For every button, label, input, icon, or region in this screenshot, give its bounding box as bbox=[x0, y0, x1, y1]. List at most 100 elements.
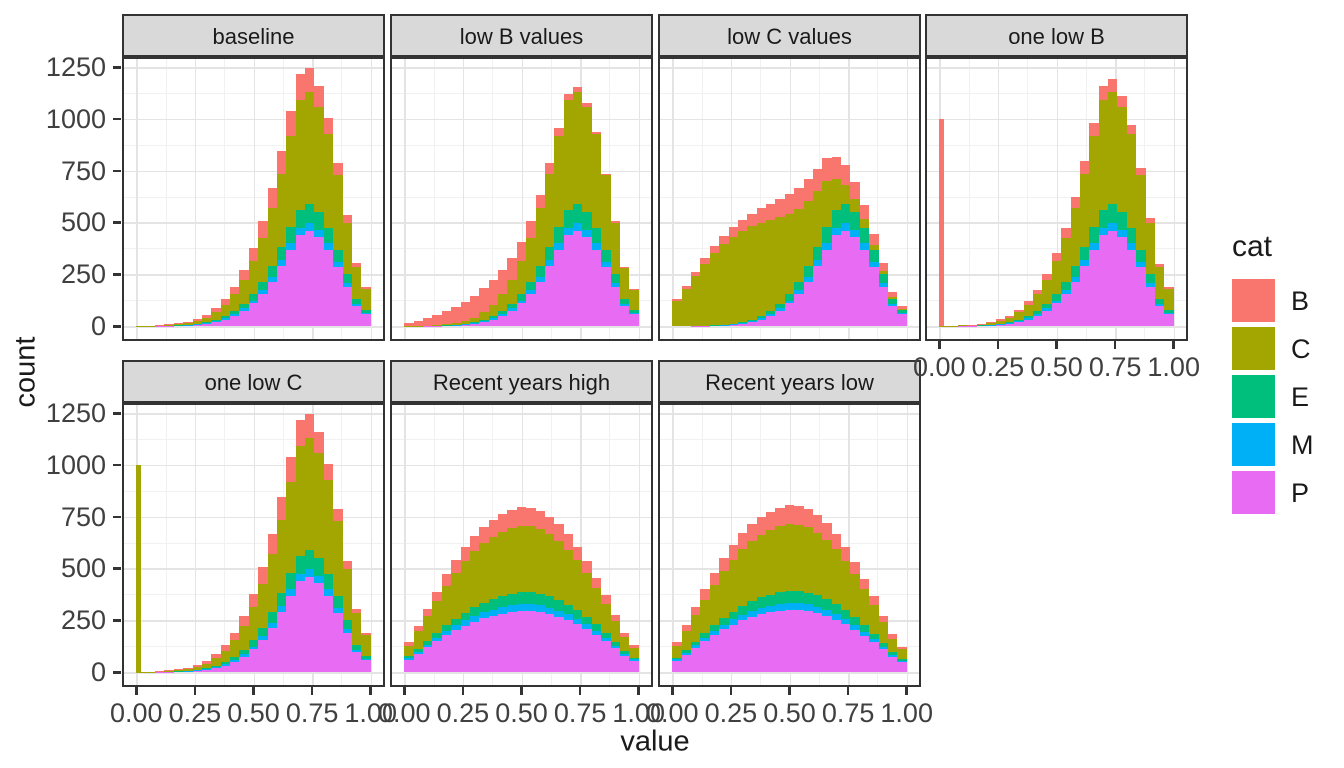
bar-segment-E bbox=[239, 649, 249, 655]
bar-segment-P bbox=[1061, 293, 1071, 327]
bar-segment-M bbox=[323, 588, 334, 596]
bar-segment-B bbox=[822, 523, 832, 540]
bar-segment-C bbox=[1061, 237, 1071, 283]
bar-segment-E bbox=[314, 212, 324, 230]
bar-segment-E bbox=[803, 265, 813, 277]
x-axis-tick bbox=[938, 341, 941, 349]
gridline-minor-x bbox=[760, 57, 762, 341]
bar-segment-E bbox=[672, 657, 682, 660]
bar-segment-P bbox=[737, 323, 748, 327]
bar-segment-C bbox=[794, 208, 804, 283]
facet-strip: one low C bbox=[122, 360, 385, 403]
bar-segment-B bbox=[441, 574, 452, 587]
bar-segment-P bbox=[747, 616, 757, 673]
bar-segment-C bbox=[601, 603, 611, 633]
bar-segment-C bbox=[535, 528, 545, 594]
bar-segment-C bbox=[619, 267, 630, 299]
bar-segment-P bbox=[850, 629, 860, 673]
bar-segment-C bbox=[544, 534, 555, 597]
bar-segment-B bbox=[756, 516, 767, 535]
y-tick-label: 750 bbox=[60, 501, 106, 532]
bar-segment-P bbox=[267, 281, 277, 327]
bar-segment-C bbox=[775, 525, 785, 593]
bar-segment-B bbox=[1117, 95, 1127, 107]
x-axis-tick bbox=[671, 687, 674, 695]
gridline-minor-x bbox=[492, 57, 494, 341]
bar-segment-M bbox=[869, 638, 879, 643]
bar-segment-B bbox=[488, 279, 499, 305]
bar-segment-E bbox=[554, 599, 564, 611]
bar-segment-C bbox=[507, 528, 517, 594]
bar-segment-C bbox=[145, 671, 156, 673]
bar-segment-E bbox=[220, 315, 231, 319]
bar-segment-E bbox=[201, 667, 212, 670]
bar-segment-B bbox=[173, 323, 184, 325]
bar-segment-M bbox=[601, 637, 611, 642]
bar-segment-B bbox=[469, 535, 480, 552]
bar-segment-B bbox=[812, 515, 823, 533]
bar-segment-M bbox=[869, 261, 879, 268]
bar-segment-P bbox=[1070, 281, 1080, 327]
y-axis-tick bbox=[113, 515, 121, 519]
bar-segment-B bbox=[610, 615, 620, 622]
gridline-major-x bbox=[194, 57, 197, 341]
bar-segment-C bbox=[869, 244, 879, 250]
bar-segment-E bbox=[887, 298, 898, 304]
bar-segment-B bbox=[1145, 217, 1155, 223]
bar-segment-P bbox=[267, 627, 277, 673]
bar-segment-C bbox=[276, 519, 287, 594]
bar-segment-B bbox=[859, 578, 870, 589]
bar-segment-E bbox=[201, 321, 212, 324]
bar-segment-E bbox=[267, 265, 277, 277]
bar-segment-C bbox=[498, 294, 508, 311]
bar-segment-B bbox=[681, 285, 692, 289]
bar-segment-B bbox=[629, 645, 639, 649]
bar-segment-B bbox=[248, 248, 259, 262]
bar-segment-B bbox=[201, 314, 212, 318]
bar-segment-E bbox=[258, 627, 268, 637]
gridline-minor-x bbox=[701, 57, 703, 341]
bar-segment-E bbox=[681, 649, 692, 653]
bar-segment-P bbox=[756, 613, 767, 673]
bar-segment-B bbox=[766, 203, 776, 220]
bar-segment-M bbox=[728, 323, 738, 325]
y-axis-tick bbox=[113, 325, 121, 328]
bar-segment-M bbox=[794, 290, 804, 295]
x-tick-label: 0.25 bbox=[971, 352, 1025, 382]
x-tick-label: 0.75 bbox=[821, 698, 875, 728]
bar-segment-E bbox=[535, 265, 545, 277]
bar-segment-E bbox=[342, 620, 352, 630]
bar-segment-C bbox=[267, 207, 277, 267]
bar-segment-P bbox=[766, 611, 776, 673]
bar-segment-C bbox=[859, 588, 870, 626]
bar-segment-B bbox=[995, 319, 1005, 321]
y-tick-label: 250 bbox=[60, 605, 106, 636]
bar-segment-M bbox=[681, 652, 692, 655]
bar-segment-E bbox=[766, 594, 776, 606]
bar-segment-E bbox=[211, 319, 221, 322]
gridline-minor-x bbox=[165, 403, 167, 687]
bar-segment-M bbox=[897, 312, 907, 314]
bar-segment-C bbox=[498, 531, 508, 597]
bar-segment-B bbox=[1004, 315, 1015, 318]
legend-key-C bbox=[1232, 327, 1275, 370]
bar-segment-C bbox=[672, 645, 682, 658]
bar-segment-C bbox=[526, 526, 536, 593]
bar-segment-C bbox=[976, 323, 987, 326]
bar-segment-M bbox=[488, 609, 499, 616]
bar-segment-B bbox=[986, 322, 996, 323]
bar-segment-M bbox=[544, 260, 555, 267]
bar-segment-B bbox=[192, 318, 202, 321]
bar-segment-B bbox=[812, 168, 823, 192]
bar-segment-B bbox=[1098, 86, 1109, 101]
bar-segment-B bbox=[295, 419, 306, 447]
bar-segment-M bbox=[756, 318, 767, 320]
bar-segment-E bbox=[1079, 246, 1090, 261]
bar-segment-E bbox=[516, 592, 527, 605]
bar-segment-M bbox=[230, 313, 240, 316]
bar-segment-C bbox=[183, 668, 193, 671]
bar-segment-E bbox=[239, 303, 249, 309]
bar-segment-C bbox=[939, 325, 949, 327]
bar-segment-P bbox=[314, 582, 324, 673]
bar-segment-C bbox=[1014, 312, 1024, 320]
